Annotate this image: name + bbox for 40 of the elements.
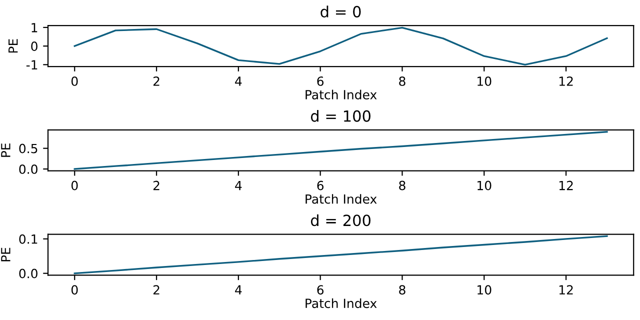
- x-tick-label: 2: [153, 180, 160, 190]
- x-tick-label: 0: [71, 76, 78, 86]
- x-tick-label: 2: [153, 285, 160, 294]
- x-axis-title: Patch Index: [306, 194, 377, 204]
- line-series: [74, 235, 608, 274]
- y-tick-label: -1: [26, 60, 38, 70]
- x-tick-label: 4: [235, 180, 242, 190]
- x-tick-label: 6: [317, 285, 324, 295]
- x-tick-label: 0: [71, 180, 78, 190]
- y-tick-label: 0.0: [19, 164, 38, 174]
- chart-title: d = 0: [320, 6, 361, 18]
- x-tick-label: 12: [559, 285, 573, 294]
- x-axis-title: Patch Index: [306, 298, 377, 308]
- x-tick-label: 10: [478, 76, 492, 86]
- x-tick-label: 8: [399, 180, 406, 190]
- y-tick-label: 0: [31, 42, 38, 51]
- y-axis-title: PE: [1, 143, 10, 157]
- x-tick-label: 8: [399, 285, 406, 295]
- y-tick-label: 0.0: [19, 268, 38, 278]
- y-axis-title: PE: [8, 39, 18, 53]
- x-axis-title: Patch Index: [306, 90, 377, 100]
- line-series: [74, 26, 608, 66]
- x-tick-label: 8: [399, 76, 406, 86]
- x-tick-label: 12: [559, 76, 573, 86]
- x-tick-label: 10: [478, 180, 492, 190]
- x-tick-label: 4: [235, 285, 242, 294]
- y-tick-label: 0.5: [19, 144, 38, 154]
- x-tick-label: 2: [153, 76, 160, 86]
- x-tick-label: 4: [235, 76, 242, 86]
- x-tick-label: 12: [559, 180, 573, 190]
- chart-title: d = 100: [310, 110, 370, 122]
- y-tick-label: 0.1: [19, 234, 38, 244]
- line-series: [74, 130, 608, 170]
- x-tick-label: 10: [478, 285, 492, 295]
- y-axis-title: PE: [1, 248, 10, 262]
- x-tick-label: 6: [317, 180, 324, 190]
- chart-title: d = 200: [310, 214, 370, 226]
- x-tick-label: 0: [71, 285, 78, 295]
- x-tick-label: 6: [317, 76, 324, 86]
- y-tick-label: 1: [32, 23, 38, 32]
